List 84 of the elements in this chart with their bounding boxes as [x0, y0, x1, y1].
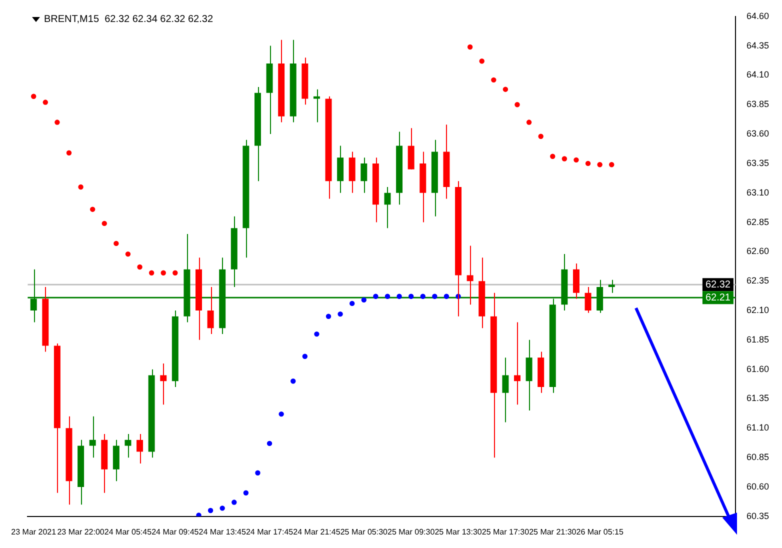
x-tick-label: 25 Mar 13:30 — [434, 527, 482, 536]
point — [42, 100, 48, 105]
point — [479, 58, 484, 64]
y-tick-label: 61.85 — [746, 334, 770, 344]
point — [114, 240, 119, 246]
point — [396, 294, 402, 299]
y-tick-label: 63.85 — [746, 99, 770, 110]
point — [338, 311, 343, 317]
y-tick-label: 60.60 — [746, 481, 770, 492]
point — [384, 294, 390, 299]
point — [137, 264, 142, 270]
point — [467, 44, 473, 50]
y-tick-label: 61.35 — [746, 393, 770, 404]
point — [585, 160, 591, 166]
point — [125, 251, 131, 257]
y-tick-label: 62.35 — [746, 276, 770, 286]
point — [444, 294, 450, 299]
point — [326, 314, 332, 319]
x-tick-label: 24 Mar 21:45 — [293, 527, 341, 536]
point — [172, 270, 178, 276]
chart-title: BRENT,M15 62.32 62.34 62.32 62.32 — [44, 14, 214, 25]
point — [278, 411, 284, 417]
y-tick-label: 64.60 — [746, 10, 770, 21]
point — [78, 184, 84, 190]
point — [290, 378, 296, 384]
point — [350, 300, 355, 306]
point — [514, 102, 520, 108]
y-tick-label: 62.10 — [746, 305, 770, 315]
point — [420, 294, 426, 299]
point — [31, 94, 36, 99]
point — [243, 490, 249, 496]
x-tick-label: 23 Mar 2021 — [11, 527, 57, 536]
candlestick — [608, 279, 615, 294]
point — [66, 150, 72, 156]
point — [208, 508, 214, 514]
point — [538, 134, 544, 139]
point — [232, 500, 237, 505]
point — [373, 294, 378, 299]
point — [196, 512, 202, 516]
ref-line-label: 62.32 — [705, 279, 731, 290]
y-tick-label: 64.35 — [746, 40, 770, 50]
y-tick-label: 63.35 — [746, 158, 770, 168]
point — [361, 297, 366, 303]
x-tick-label: 25 Mar 21:30 — [529, 527, 577, 536]
y-tick-label: 60.85 — [746, 452, 770, 462]
x-tick-label: 25 Mar 17:30 — [482, 527, 530, 536]
point — [220, 506, 225, 511]
point — [491, 77, 496, 83]
y-tick-label: 63.60 — [746, 128, 770, 139]
x-tick-label: 24 Mar 09:45 — [152, 527, 200, 536]
y-tick-label: 64.10 — [746, 70, 770, 80]
point — [609, 162, 614, 168]
y-tick-label: 61.10 — [746, 422, 770, 433]
point — [266, 440, 272, 446]
y-tick-label: 63.10 — [746, 187, 770, 198]
point — [102, 220, 107, 226]
y-tick-label: 62.60 — [746, 246, 770, 256]
point — [255, 470, 260, 476]
point — [148, 270, 154, 276]
point — [408, 294, 414, 299]
point — [597, 162, 602, 168]
y-tick-label: 62.85 — [746, 216, 770, 227]
x-tick-label: 24 Mar 13:45 — [198, 527, 246, 536]
point — [160, 270, 166, 276]
x-tick-label: 25 Mar 09:30 — [388, 527, 436, 536]
y-tick-label: 61.60 — [746, 364, 770, 374]
point — [502, 86, 508, 92]
x-tick-label: 26 Mar 05:15 — [576, 527, 624, 536]
x-tick-label: 24 Mar 05:45 — [104, 527, 152, 536]
point — [550, 154, 556, 159]
point — [432, 294, 438, 299]
x-tick-label: 24 Mar 17:45 — [246, 527, 294, 536]
point — [54, 120, 60, 125]
point — [526, 120, 532, 125]
y-tick-label: 60.35 — [746, 510, 770, 521]
x-tick-label: 23 Mar 22:00 — [57, 527, 105, 536]
point — [574, 157, 579, 163]
point — [302, 354, 308, 359]
candlestick — [313, 88, 320, 123]
ref-line-label: 62.21 — [705, 292, 731, 304]
point — [90, 206, 96, 212]
point — [562, 156, 568, 162]
x-tick-label: 25 Mar 05:30 — [340, 527, 388, 536]
point — [314, 331, 320, 337]
